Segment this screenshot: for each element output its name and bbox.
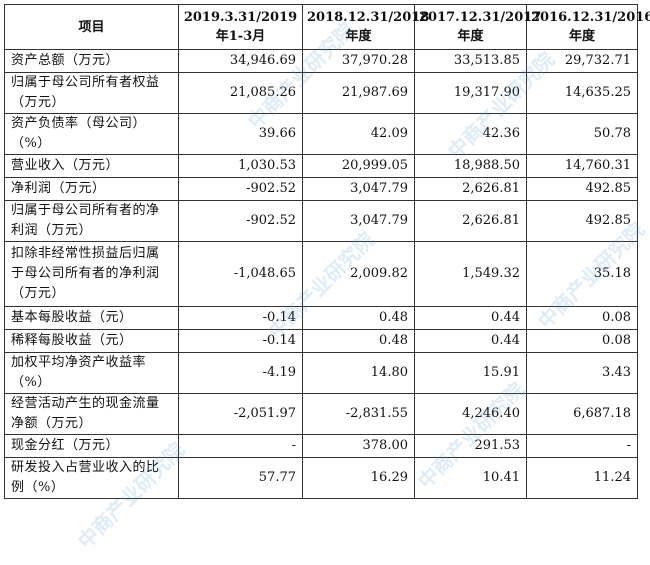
- cell-value: 1,030.53: [178, 154, 303, 178]
- cell-value: 21,987.69: [302, 72, 415, 114]
- table-row: 资产负债率（母公司）（%） 39.66 42.09 42.36 50.78: [4, 113, 638, 155]
- financial-table: 项目 2019.3.31/2019年1-3月 2018.12.31/2018年度…: [4, 4, 650, 499]
- cell-value: 2,626.81: [414, 200, 527, 242]
- cell-value: 37,970.28: [302, 49, 415, 73]
- row-label: 经营活动产生的现金流量净额（万元）: [4, 393, 179, 435]
- cell-value: 33,513.85: [414, 49, 527, 73]
- cell-value: 2,009.82: [302, 241, 415, 307]
- cell-value: 14.80: [302, 352, 415, 394]
- cell-value: -902.52: [178, 177, 303, 201]
- cell-value: 39.66: [178, 113, 303, 155]
- row-label: 归属于母公司所有者的净利润（万元）: [4, 200, 179, 242]
- cell-value: 18,988.50: [414, 154, 527, 178]
- cell-value: 0.48: [302, 306, 415, 330]
- row-label: 基本每股收益（元）: [4, 306, 179, 330]
- cell-value: -: [178, 434, 303, 458]
- cell-value: -4.19: [178, 352, 303, 394]
- cell-value: 42.09: [302, 113, 415, 155]
- cell-value: 492.85: [526, 177, 638, 201]
- cell-value: 3.43: [526, 352, 638, 394]
- cell-value: 2,626.81: [414, 177, 527, 201]
- row-label: 加权平均净资产收益率（%）: [4, 352, 179, 394]
- cell-value: 16.29: [302, 457, 415, 499]
- cell-value: 1,549.32: [414, 241, 527, 307]
- table-row: 资产总额（万元） 34,946.69 37,970.28 33,513.85 2…: [4, 49, 638, 73]
- header-2019q1: 2019.3.31/2019年1-3月: [178, 4, 303, 50]
- cell-value: 378.00: [302, 434, 415, 458]
- row-label: 扣除非经常性损益后归属于母公司所有者的净利润（万元）: [4, 241, 179, 307]
- header-row: 项目 2019.3.31/2019年1-3月 2018.12.31/2018年度…: [4, 4, 650, 50]
- cell-value: 4,246.40: [414, 393, 527, 435]
- header-2018: 2018.12.31/2018年度: [302, 4, 429, 50]
- cell-value: 50.78: [526, 113, 638, 155]
- cell-value: 35.18: [526, 241, 638, 307]
- header-2017: 2017.12.31/2017年度: [414, 4, 541, 50]
- cell-value: 21,085.26: [178, 72, 303, 114]
- cell-value: 11.24: [526, 457, 638, 499]
- cell-value: 14,635.25: [526, 72, 638, 114]
- cell-value: 29,732.71: [526, 49, 638, 73]
- row-label: 归属于母公司所有者权益（万元）: [4, 72, 179, 114]
- cell-value: -902.52: [178, 200, 303, 242]
- cell-value: -2,051.97: [178, 393, 303, 435]
- cell-value: 19,317.90: [414, 72, 527, 114]
- table-row: 营业收入（万元） 1,030.53 20,999.05 18,988.50 14…: [4, 154, 638, 178]
- cell-value: 291.53: [414, 434, 527, 458]
- header-item: 项目: [4, 4, 179, 50]
- cell-value: 14,760.31: [526, 154, 638, 178]
- cell-value: 34,946.69: [178, 49, 303, 73]
- cell-value: 6,687.18: [526, 393, 638, 435]
- row-label: 资产负债率（母公司）（%）: [4, 113, 179, 155]
- cell-value: 0.08: [526, 306, 638, 330]
- table-row: 归属于母公司所有者权益（万元） 21,085.26 21,987.69 19,3…: [4, 72, 638, 114]
- table-row: 现金分红（万元） - 378.00 291.53 -: [4, 434, 638, 458]
- cell-value: 492.85: [526, 200, 638, 242]
- cell-value: -0.14: [178, 329, 303, 353]
- cell-value: -1,048.65: [178, 241, 303, 307]
- table-row: 基本每股收益（元） -0.14 0.48 0.44 0.08: [4, 306, 638, 330]
- cell-value: 15.91: [414, 352, 527, 394]
- cell-value: 57.77: [178, 457, 303, 499]
- cell-value: 20,999.05: [302, 154, 415, 178]
- cell-value: 0.48: [302, 329, 415, 353]
- table-row: 扣除非经常性损益后归属于母公司所有者的净利润（万元） -1,048.65 2,0…: [4, 241, 638, 307]
- cell-value: 0.08: [526, 329, 638, 353]
- row-label: 研发投入占营业收入的比例（%）: [4, 457, 179, 499]
- table-row: 净利润（万元） -902.52 3,047.79 2,626.81 492.85: [4, 177, 638, 201]
- cell-value: 10.41: [414, 457, 527, 499]
- cell-value: -: [526, 434, 638, 458]
- cell-value: -0.14: [178, 306, 303, 330]
- cell-value: 0.44: [414, 306, 527, 330]
- header-2016: 2016.12.31/2016年度: [526, 4, 650, 50]
- table-row: 加权平均净资产收益率（%） -4.19 14.80 15.91 3.43: [4, 352, 638, 394]
- table-row: 稀释每股收益（元） -0.14 0.48 0.44 0.08: [4, 329, 638, 353]
- row-label: 营业收入（万元）: [4, 154, 179, 178]
- cell-value: -2,831.55: [302, 393, 415, 435]
- table-row: 归属于母公司所有者的净利润（万元） -902.52 3,047.79 2,626…: [4, 200, 638, 242]
- row-label: 资产总额（万元）: [4, 49, 179, 73]
- cell-value: 3,047.79: [302, 177, 415, 201]
- cell-value: 3,047.79: [302, 200, 415, 242]
- table-row: 研发投入占营业收入的比例（%） 57.77 16.29 10.41 11.24: [4, 457, 638, 499]
- row-label: 稀释每股收益（元）: [4, 329, 179, 353]
- table-row: 经营活动产生的现金流量净额（万元） -2,051.97 -2,831.55 4,…: [4, 393, 638, 435]
- row-label: 净利润（万元）: [4, 177, 179, 201]
- cell-value: 42.36: [414, 113, 527, 155]
- cell-value: 0.44: [414, 329, 527, 353]
- row-label: 现金分红（万元）: [4, 434, 179, 458]
